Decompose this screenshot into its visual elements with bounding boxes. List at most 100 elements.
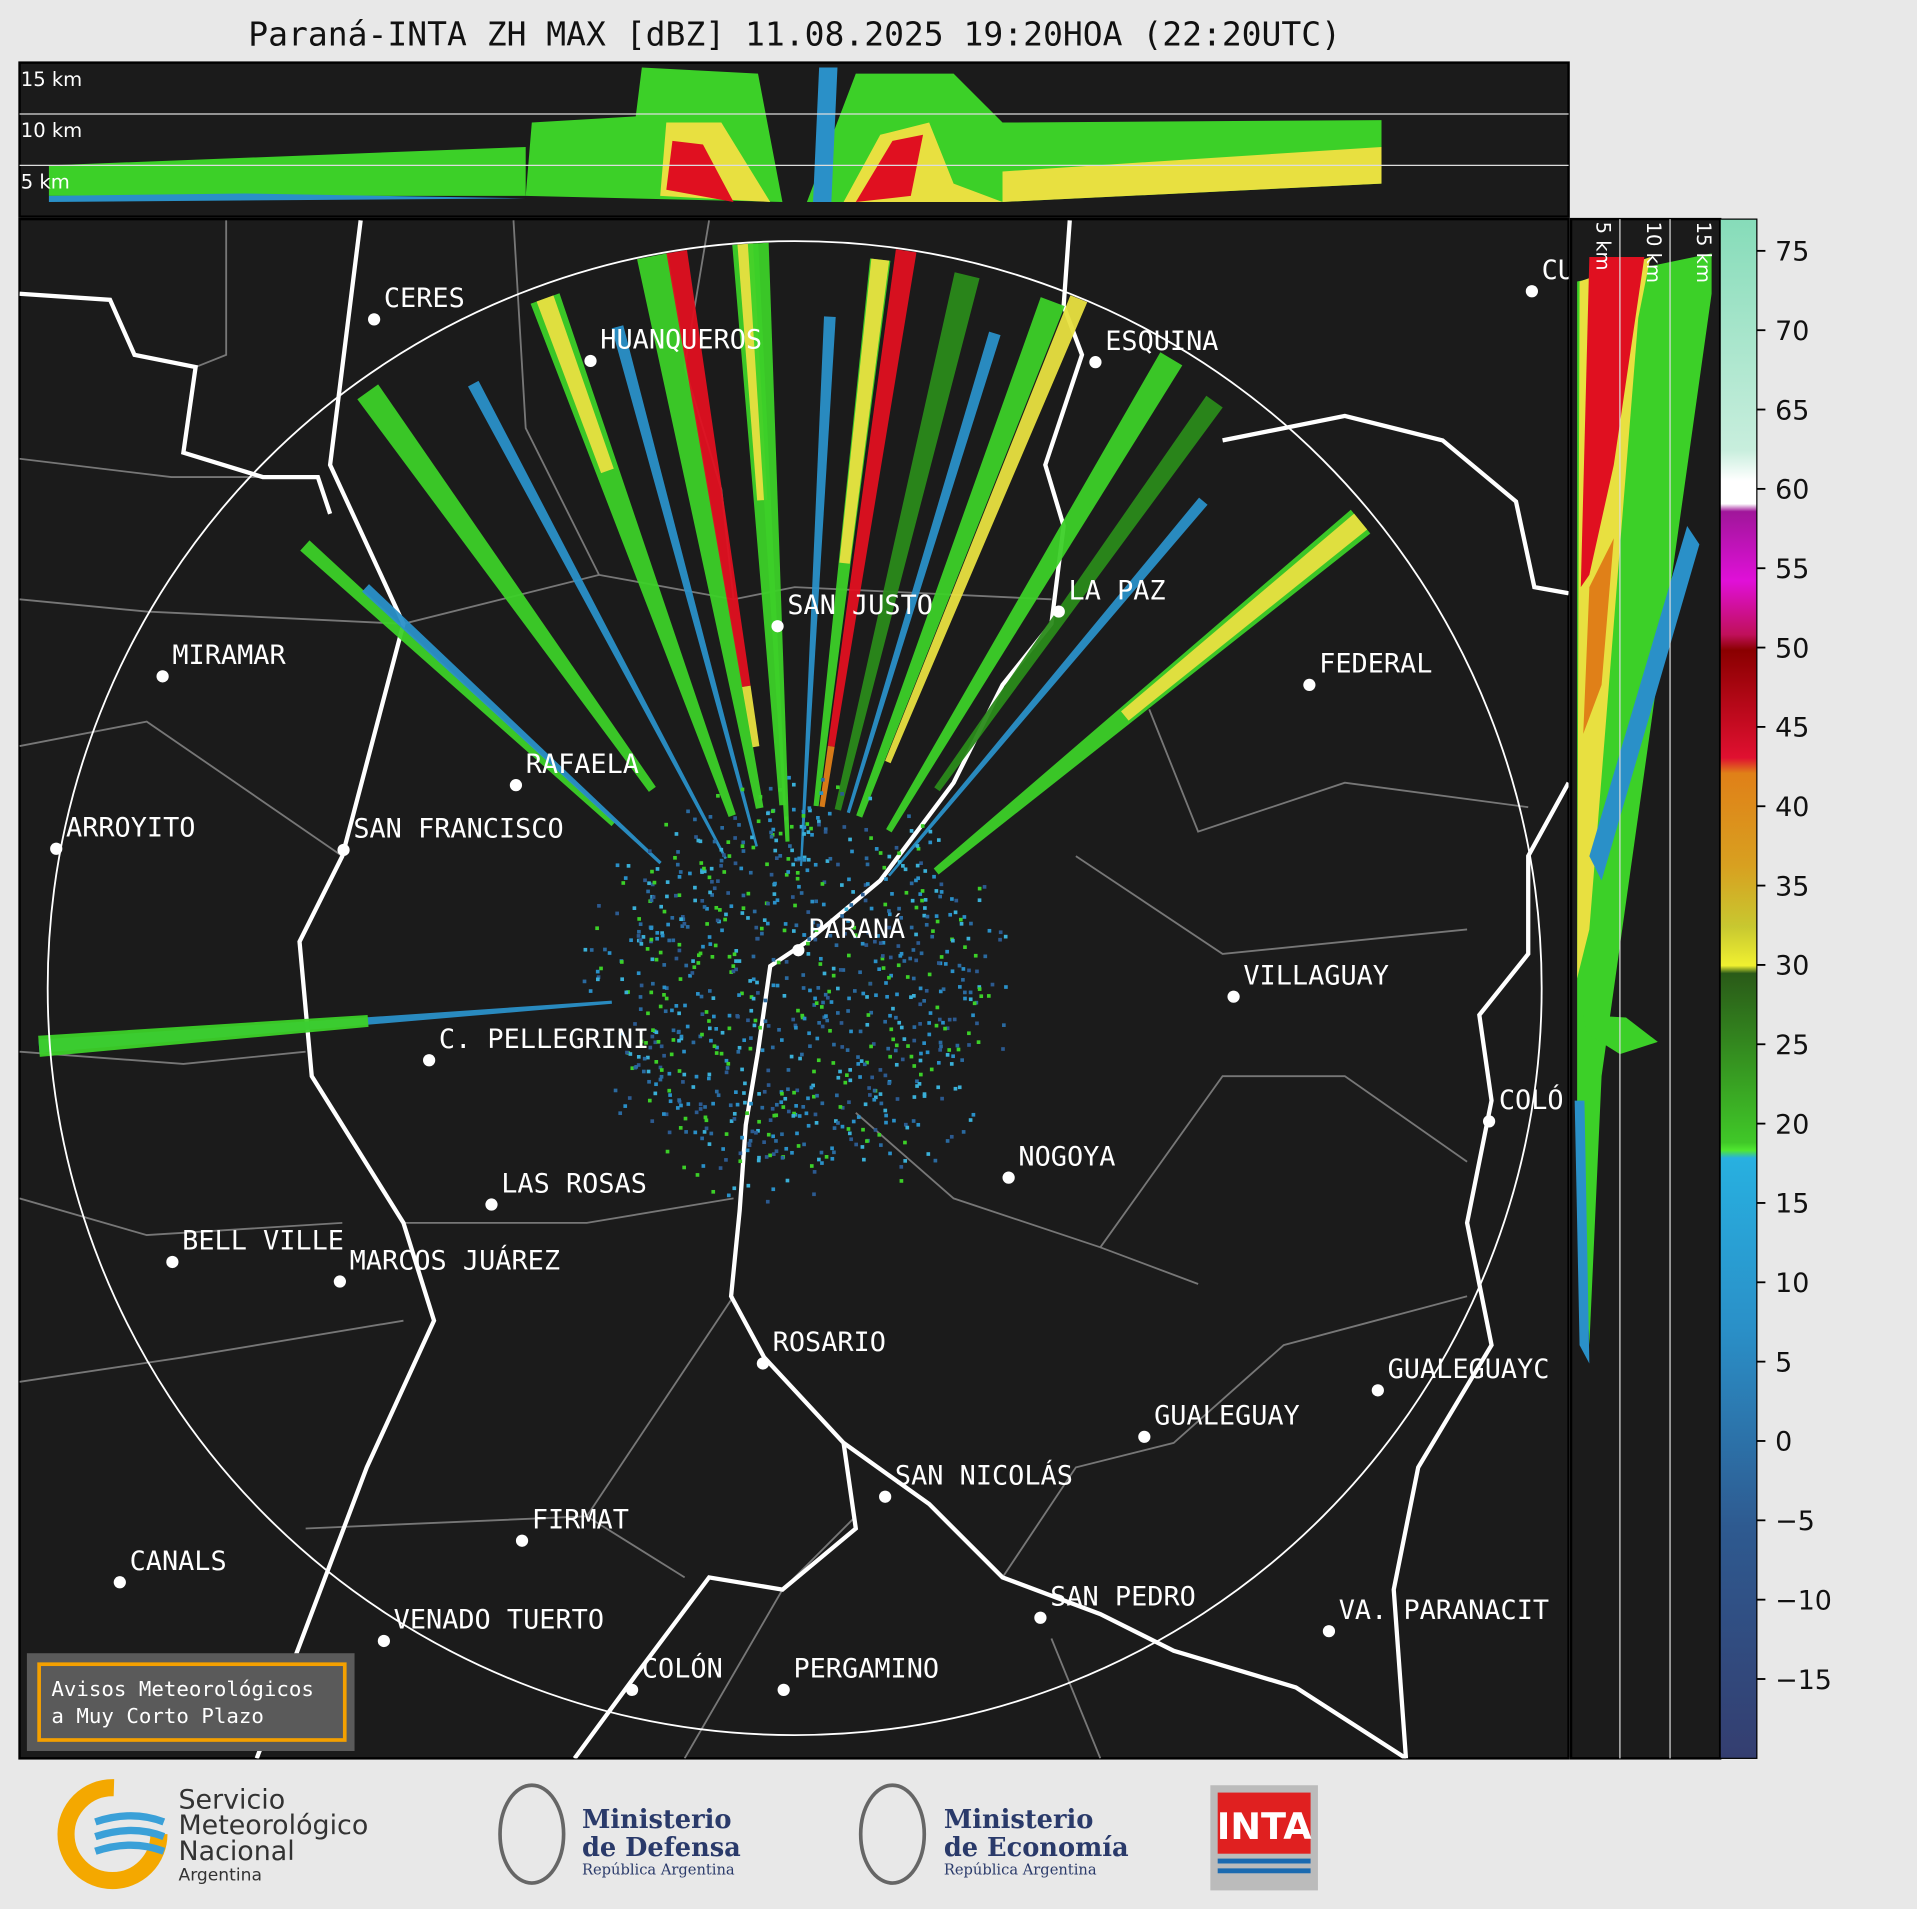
radar-echo [662, 909, 667, 914]
radar-echo [869, 1010, 874, 1015]
radar-echo [774, 1139, 778, 1143]
radar-echo [952, 1017, 957, 1022]
radar-echo [639, 942, 644, 946]
radar-echo [934, 889, 939, 893]
radar-echo [638, 938, 643, 942]
colorbar-tick-label: 65 [1775, 395, 1809, 426]
radar-echo [899, 1165, 904, 1169]
radar-echo [641, 1069, 646, 1074]
radar-echo [868, 981, 873, 986]
boundary [1099, 1075, 1468, 1248]
radar-echo [969, 921, 973, 926]
radar-ray [666, 250, 751, 688]
radar-echo [897, 851, 901, 856]
radar-echo [958, 917, 963, 922]
radar-echo [953, 1086, 958, 1091]
radar-echo [915, 1084, 919, 1088]
radar-echo [719, 863, 723, 868]
radar-echo [811, 920, 816, 925]
radar-echo [865, 1139, 869, 1143]
notice-frame[interactable] [37, 1662, 347, 1742]
radar-echo [646, 889, 650, 894]
logo-shape [858, 1783, 927, 1885]
radar-echo [865, 995, 869, 999]
radar-echo [715, 918, 720, 923]
radar-echo [888, 955, 893, 960]
radar-echo [778, 787, 782, 792]
city-dot [1525, 285, 1539, 298]
radar-echo [686, 809, 690, 814]
city-label: LA PAZ [1069, 575, 1166, 606]
radar-echo [646, 1011, 650, 1016]
radar-echo [884, 1120, 888, 1125]
cross-section [1589, 525, 1700, 881]
radar-echo [810, 899, 815, 904]
radar-echo [896, 944, 901, 948]
radar-echo [740, 1067, 744, 1072]
city-label: COLÓN [642, 1653, 723, 1685]
radar-echo [786, 1068, 791, 1072]
radar-echo [734, 967, 738, 972]
radar-echo [1004, 985, 1008, 989]
cross-section [813, 67, 838, 203]
colorbar-tick-label: 0 [1775, 1427, 1792, 1458]
radar-echo [683, 1003, 687, 1008]
radar-echo [663, 1009, 668, 1014]
radar-echo [846, 1127, 851, 1131]
radar-echo [902, 1037, 907, 1041]
radar-echo [720, 928, 724, 933]
radar-echo [802, 1016, 807, 1021]
radar-echo [741, 893, 746, 898]
radar-echo [864, 827, 869, 832]
radar-echo [668, 1099, 673, 1104]
radar-echo [595, 926, 599, 931]
radar-echo [953, 910, 958, 915]
colorbar-tick-label: −15 [1775, 1665, 1832, 1696]
radar-echo [619, 1031, 624, 1036]
radar-echo [760, 1048, 765, 1053]
radar-echo [909, 881, 914, 886]
radar-echo [780, 1091, 784, 1096]
radar-echo [599, 966, 603, 971]
radar-echo [716, 1093, 721, 1098]
radar-echo [749, 995, 754, 999]
radar-echo [724, 1058, 729, 1063]
radar-echo [912, 1025, 917, 1029]
radar-echo [677, 1069, 682, 1073]
radar-echo [794, 923, 799, 928]
radar-echo [840, 914, 844, 918]
radar-echo [936, 1060, 941, 1065]
cross-section [48, 193, 526, 203]
logo-defensa: Ministerio de Defensa República Argentin… [498, 1783, 741, 1885]
radar-echo [938, 989, 943, 994]
radar-echo [722, 853, 726, 857]
radar-echo [655, 936, 659, 941]
radar-echo [877, 1132, 882, 1137]
radar-echo [774, 1149, 779, 1154]
height-label: 5 km [1592, 222, 1615, 271]
radar-echo [719, 1051, 724, 1056]
radar-echo [641, 935, 646, 939]
radar-echo [909, 995, 913, 1000]
radar-echo [705, 906, 709, 911]
radar-echo [835, 785, 840, 790]
radar-echo [915, 1079, 919, 1084]
radar-echo [679, 1103, 683, 1108]
logo-text: República Argentina [582, 1861, 735, 1878]
radar-echo [715, 1045, 719, 1050]
boundary [1075, 855, 1468, 955]
radar-echo [940, 1096, 944, 1101]
radar-echo [807, 937, 812, 941]
radar-echo [899, 915, 903, 920]
title: Paraná-INTA ZH MAX [dBZ] 11.08.2025 19:2… [248, 15, 1341, 54]
radar-echo [671, 1038, 676, 1042]
radar-echo [806, 910, 811, 914]
radar-echo [819, 791, 824, 795]
radar-echo [794, 1104, 798, 1108]
radar-echo [845, 1048, 850, 1052]
radar-echo [860, 941, 865, 946]
radar-echo [820, 1024, 825, 1029]
radar-echo [914, 878, 918, 883]
radar-echo [806, 941, 810, 946]
